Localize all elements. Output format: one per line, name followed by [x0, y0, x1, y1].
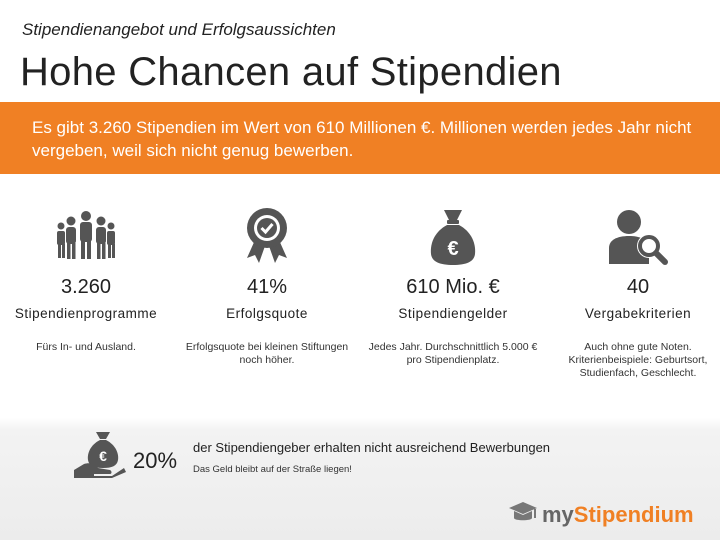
stat-value: 40 — [626, 276, 650, 298]
footer-subtext: Das Geld bleibt auf der Straße liegen! — [193, 464, 352, 475]
stat-card-success-rate: 41% Erfolgsquote Erfolgsquote bei kleine… — [182, 200, 352, 367]
people-group-icon — [1, 200, 171, 266]
stat-label: Erfolgsquote — [226, 306, 308, 321]
stat-description: Jedes Jahr. Durchschnittlich 5.000 € pro… — [368, 341, 538, 366]
money-bag-icon: € — [368, 200, 538, 266]
stat-description: Fürs In- und Ausland. — [36, 341, 136, 353]
page-title: Hohe Chancen auf Stipendien — [20, 50, 562, 94]
svg-text:€: € — [447, 238, 458, 260]
stat-label: Stipendiengelder — [398, 306, 508, 321]
stat-label: Vergabekriterien — [584, 306, 692, 321]
award-badge-icon — [182, 200, 352, 266]
stat-value: 610 Mio. € — [406, 276, 500, 298]
stat-value: 41% — [246, 276, 288, 298]
highlight-banner — [0, 102, 720, 174]
page-subtitle: Stipendienangebot und Erfolgsaussichten — [22, 20, 336, 39]
logo-text-stipendium: Stipendium — [573, 501, 694, 527]
footer-text: der Stipendiengeber erhalten nicht ausre… — [193, 440, 551, 455]
stat-card-programs: 3.260 Stipendienprogramme Fürs In- und A… — [1, 200, 171, 354]
brand-logo: my Stipendium — [508, 500, 694, 529]
stat-value: 3.260 — [60, 276, 112, 298]
footer-percent: 20% — [133, 448, 178, 473]
stat-label: Stipendienprogramme — [14, 306, 158, 321]
graduation-cap-icon — [508, 500, 538, 529]
stat-card-funds: € 610 Mio. € Stipendiengelder Jedes Jahr… — [368, 200, 538, 367]
hand-money-bag-icon: € — [74, 430, 126, 483]
stat-description: Erfolgsquote bei kleinen Stiftungen noch… — [185, 341, 349, 366]
stat-description: Auch ohne gute Noten. Kriterienbeispiele… — [568, 341, 708, 379]
svg-text:€: € — [99, 448, 107, 464]
banner-text: Es gibt 3.260 Stipendien im Wert von 610… — [32, 118, 692, 160]
logo-text-my: my — [542, 501, 574, 527]
footer-section — [0, 418, 720, 540]
stat-card-criteria: 40 Vergabekriterien Auch ohne gute Noten… — [553, 200, 720, 380]
person-search-icon — [553, 200, 720, 266]
